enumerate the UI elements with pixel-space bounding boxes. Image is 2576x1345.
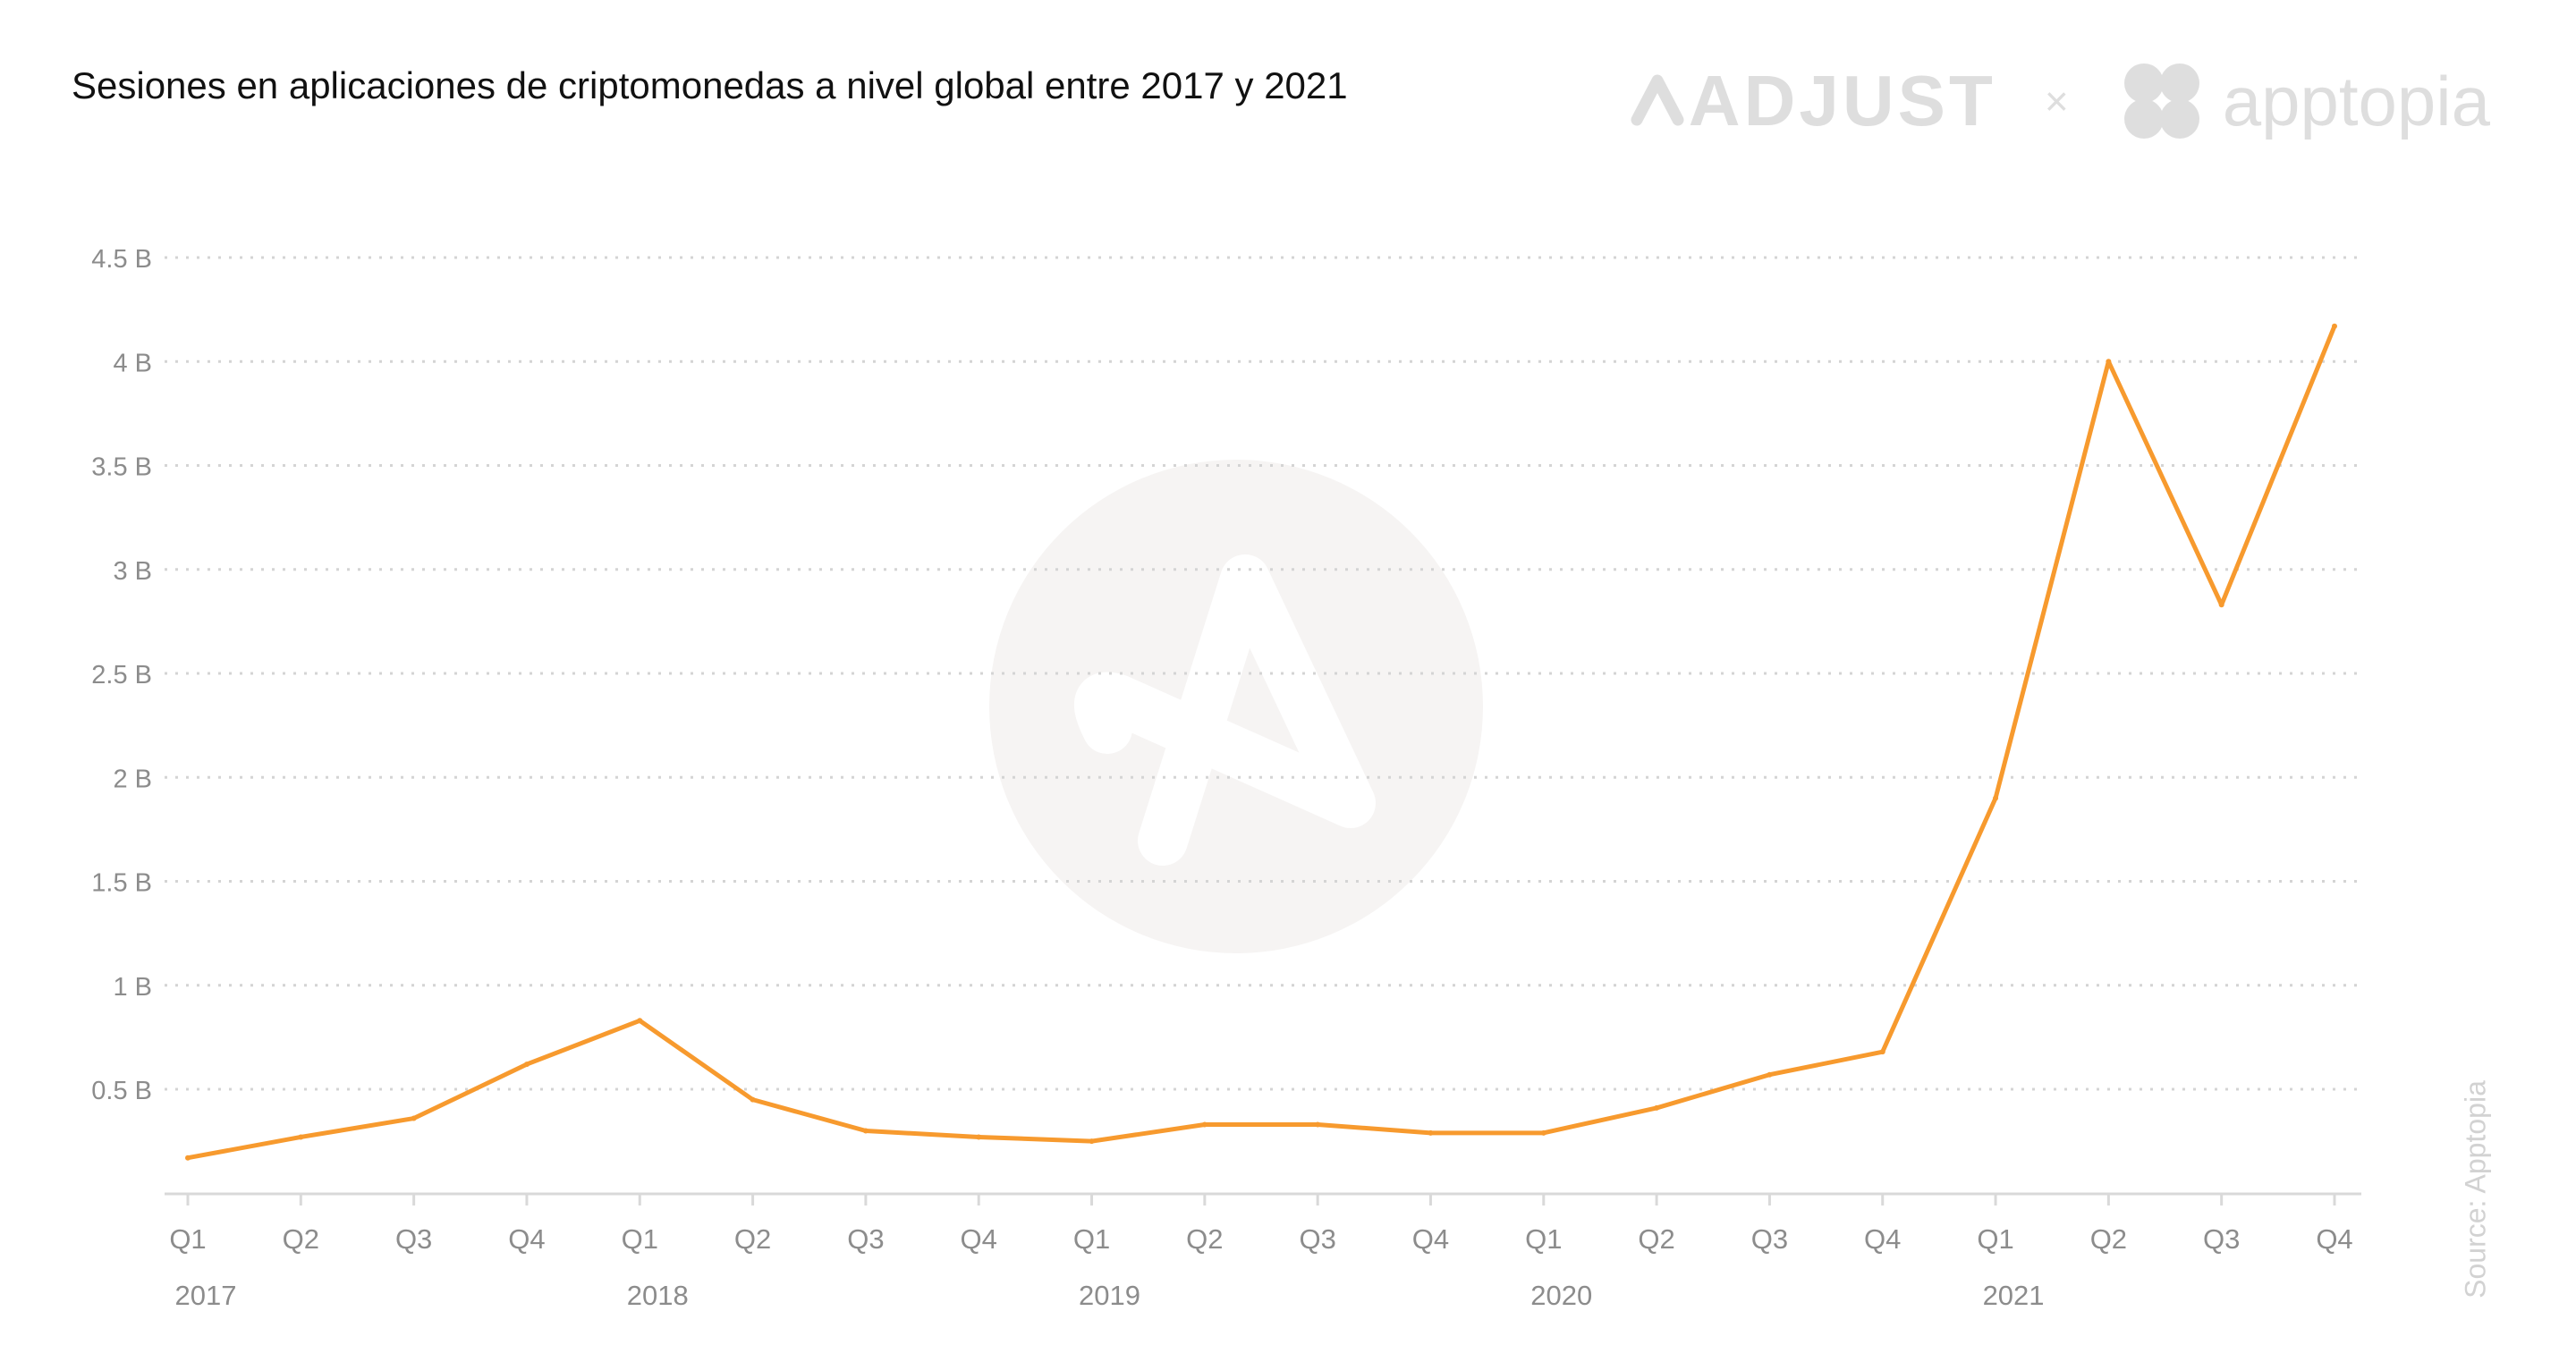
apptopia-wordmark: apptopia — [2222, 61, 2490, 140]
chart-title: Sesiones en aplicaciones de criptomoneda… — [72, 64, 1348, 106]
data-point — [1767, 1071, 1773, 1078]
x-tick-label: Q4 — [508, 1223, 545, 1255]
y-tick-label: 0.5 B — [91, 1077, 152, 1105]
y-tick-label: 2.5 B — [91, 661, 152, 689]
data-point — [298, 1134, 304, 1140]
x-tick-label: Q3 — [2203, 1223, 2240, 1255]
x-tick-label: Q4 — [2316, 1223, 2352, 1255]
data-point — [185, 1155, 191, 1161]
data-point — [1879, 1049, 1885, 1055]
data-point — [1315, 1121, 1321, 1128]
y-tick-label: 3 B — [113, 557, 152, 586]
source-note: Source: Apptopia — [2459, 1080, 2492, 1298]
x-tick-label: Q4 — [1864, 1223, 1901, 1255]
y-tick-label: 1.5 B — [91, 869, 152, 898]
x-tick-label: Q1 — [169, 1223, 206, 1255]
data-point — [1540, 1129, 1546, 1136]
y-tick-label: 3.5 B — [91, 453, 152, 482]
x-tick-label: Q3 — [1751, 1223, 1788, 1255]
data-point — [750, 1096, 756, 1103]
x-tick-label: Q1 — [1977, 1223, 2013, 1255]
adjust-a-logo-icon — [1631, 74, 1684, 126]
y-tick-label: 4.5 B — [91, 245, 152, 274]
series-line — [185, 324, 2337, 1161]
data-point — [1993, 795, 1999, 801]
year-label: 2019 — [1079, 1280, 1140, 1311]
year-label: 2021 — [1983, 1280, 2045, 1311]
data-point — [2332, 323, 2337, 329]
data-point — [411, 1115, 417, 1121]
y-tick-label: 2 B — [113, 765, 152, 793]
data-point — [1428, 1129, 1434, 1136]
data-point — [2106, 359, 2112, 365]
data-point — [976, 1134, 982, 1140]
data-point — [523, 1062, 530, 1068]
data-point — [1089, 1138, 1095, 1145]
year-label: 2017 — [175, 1280, 237, 1311]
brand-separator: × — [2044, 78, 2069, 124]
x-tick-label: Q2 — [734, 1223, 771, 1255]
x-tick-label: Q3 — [395, 1223, 432, 1255]
x-tick-label: Q3 — [1299, 1223, 1335, 1255]
x-tick-label: Q4 — [1412, 1223, 1449, 1255]
y-axis: 0.5 B 1 B 1.5 B 2 B 2.5 B 3 B 3.5 B 4 B 4.5 B — [91, 245, 152, 1105]
series-group — [185, 323, 2337, 1161]
data-point — [637, 1018, 643, 1024]
watermark-logo-icon — [989, 460, 1483, 953]
data-point — [1654, 1104, 1660, 1111]
apptopia-clover-icon — [2123, 63, 2199, 139]
x-tick-label: Q3 — [847, 1223, 884, 1255]
year-label: 2020 — [1530, 1280, 1592, 1311]
brand-logos: ADJUST × apptopia — [1630, 52, 2490, 150]
x-tick-label: Q2 — [1186, 1223, 1223, 1255]
adjust-wordmark: ADJUST — [1688, 61, 1996, 140]
x-tick-label: Q4 — [961, 1223, 997, 1255]
grid-lines — [165, 256, 2361, 1091]
x-axis: Q1 Q2 Q3 Q4 Q1 Q2 Q3 Q4 Q1 Q2 Q3 Q4 Q1 Q2 Q3 Q4 Q1 Q2 Q3 Q4… — [169, 1194, 2353, 1311]
data-point — [862, 1128, 869, 1134]
x-tick-label: Q1 — [622, 1223, 658, 1255]
y-tick-label: 1 B — [113, 973, 152, 1002]
x-tick-label: Q1 — [1525, 1223, 1562, 1255]
x-tick-label: Q1 — [1073, 1223, 1110, 1255]
data-point — [1201, 1121, 1208, 1128]
x-tick-label: Q2 — [283, 1223, 319, 1255]
x-tick-label: Q2 — [2090, 1223, 2127, 1255]
year-label: 2018 — [627, 1280, 689, 1311]
x-tick-label: Q2 — [1638, 1223, 1674, 1255]
data-point — [2218, 602, 2224, 608]
y-tick-label: 4 B — [113, 349, 152, 377]
